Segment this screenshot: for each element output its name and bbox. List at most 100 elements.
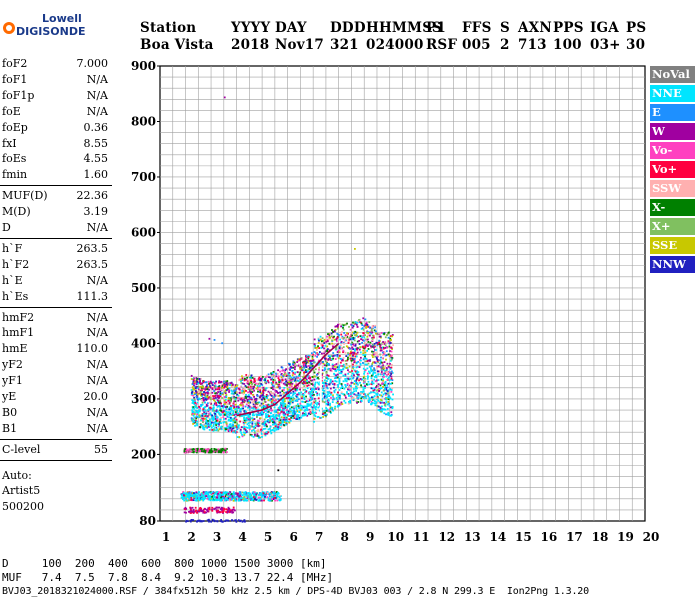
f-layer-echo (214, 394, 217, 397)
f-layer-echo (274, 416, 277, 418)
f-layer-echo (243, 418, 246, 420)
f-layer-echo (310, 366, 313, 369)
es-layer-echo (226, 508, 229, 511)
param-label: h`F (2, 241, 23, 255)
f-layer-echo (390, 389, 393, 391)
f-layer-echo (263, 379, 266, 382)
f-layer-echo (340, 358, 343, 361)
f-layer-echo (248, 395, 251, 398)
f-layer-echo (205, 391, 208, 394)
f-layer-echo (383, 343, 386, 345)
f-layer-echo (196, 401, 199, 404)
f-layer-echo (314, 400, 317, 403)
f-layer-echo (214, 392, 217, 395)
f-layer-echo (387, 340, 390, 343)
es-layer-echo (204, 495, 207, 498)
f-layer-echo (271, 374, 273, 377)
es-layer-echo (221, 510, 224, 513)
f-layer-echo (198, 378, 201, 380)
f-layer-echo (299, 402, 302, 405)
f-layer-echo (389, 397, 392, 400)
f-layer-echo (263, 423, 265, 425)
f-layer-echo (242, 386, 245, 389)
f-layer-echo (260, 398, 263, 401)
f-layer-echo (339, 364, 341, 367)
f-layer-echo (326, 408, 329, 411)
es-layer-echo (231, 519, 233, 521)
f-layer-echo (285, 368, 288, 371)
es-layer-echo (188, 497, 191, 500)
f-layer-echo (307, 356, 310, 358)
f-layer-echo (372, 351, 375, 354)
f-layer-echo (335, 370, 338, 372)
f-layer-echo (361, 391, 363, 393)
f-layer-echo (371, 327, 374, 330)
f-layer-echo (314, 383, 316, 386)
f-layer-echo (332, 352, 335, 354)
f-layer-echo (359, 378, 362, 380)
es-layer-echo (234, 509, 236, 512)
f-layer-echo (373, 353, 376, 356)
f-layer-echo (279, 379, 282, 382)
f-layer-echo (311, 355, 314, 358)
f-layer-echo (352, 354, 354, 357)
es-layer-echo (186, 520, 189, 523)
f-layer-echo (306, 414, 309, 417)
f-layer-echo (325, 371, 328, 374)
f-layer-echo (223, 396, 226, 398)
f-layer-echo (381, 401, 384, 404)
f-layer-echo (355, 381, 357, 383)
f-layer-echo (330, 407, 333, 410)
f-layer-echo (331, 342, 334, 345)
f-layer-echo (277, 426, 279, 429)
f-layer-echo (331, 329, 333, 331)
f-layer-echo (215, 429, 218, 432)
f-layer-echo (217, 425, 220, 428)
x-tick-label: 11 (413, 530, 430, 544)
param-value: N/A (86, 273, 108, 287)
f-layer-echo (294, 413, 297, 415)
f-layer-echo (358, 379, 360, 382)
f-layer-echo (220, 451, 223, 454)
f-layer-echo (230, 396, 233, 399)
f-layer-echo (194, 390, 197, 392)
f-layer-echo (370, 381, 373, 384)
f-layer-echo (327, 399, 330, 402)
es-layer-echo (255, 495, 258, 498)
f-layer-echo (352, 388, 355, 390)
f-layer-echo (227, 428, 230, 431)
f-layer-echo (224, 398, 227, 401)
f-layer-echo (192, 399, 194, 402)
f-layer-echo (263, 398, 266, 401)
f-layer-echo (310, 405, 313, 408)
f-layer-echo (315, 405, 317, 408)
f-layer-echo (364, 385, 367, 388)
f-layer-echo (352, 363, 354, 366)
f-layer-echo (201, 450, 203, 453)
f-layer-echo (365, 325, 368, 328)
f-layer-echo (260, 383, 263, 385)
f-layer-echo (190, 392, 193, 394)
f-layer-echo (385, 387, 387, 389)
f-layer-echo (289, 383, 292, 385)
f-layer-echo (387, 353, 390, 356)
f-layer-echo (320, 379, 323, 382)
f-layer-echo (184, 451, 187, 454)
f-layer-echo (371, 337, 374, 339)
f-layer-echo (204, 405, 207, 408)
f-layer-echo (359, 318, 361, 321)
f-layer-echo (229, 423, 232, 426)
f-layer-echo (363, 375, 366, 378)
f-layer-echo (362, 380, 365, 382)
f-layer-echo (361, 324, 364, 327)
f-layer-echo (247, 382, 249, 385)
es-layer-echo (232, 508, 235, 511)
auto-scaling-line: Artist5 (2, 484, 41, 498)
f-layer-echo (351, 324, 353, 327)
f-layer-echo (264, 388, 267, 391)
f-layer-echo (213, 428, 216, 431)
f-layer-echo (296, 388, 299, 391)
f-layer-echo (277, 412, 280, 415)
f-layer-echo (305, 371, 308, 373)
f-layer-echo (192, 410, 195, 413)
